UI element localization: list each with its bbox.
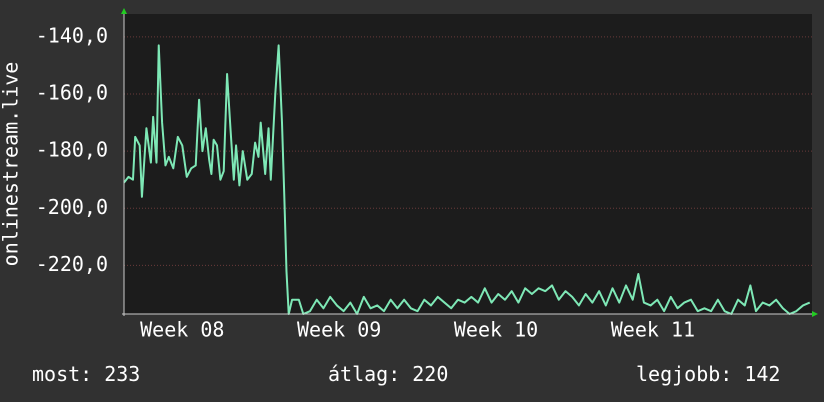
stat-value: 142 (744, 362, 780, 386)
stat: most: 233 (32, 362, 140, 386)
plot-area (124, 14, 812, 314)
stat-label: legjobb: (636, 362, 732, 386)
y-axis-label: onlinestream.live (0, 62, 23, 267)
x-tick-label: Week 09 (297, 318, 381, 342)
stat: átlag: 220 (328, 362, 448, 386)
stats: most: 233 átlag: 220 legjobb: 142 (32, 362, 780, 386)
y-arrow (121, 8, 127, 14)
y-tick-label: -160,0 (36, 81, 108, 105)
stat-label: átlag: (328, 362, 400, 386)
y-tick-label: -180,0 (36, 138, 108, 162)
x-arrow (812, 311, 818, 317)
stat-label: most: (32, 362, 92, 386)
stat-value: 233 (104, 362, 140, 386)
y-tick-label: -220,0 (36, 252, 108, 276)
stat-value: 220 (412, 362, 448, 386)
x-tick-label: Week 08 (140, 318, 224, 342)
plot (123, 44, 811, 315)
data-line (123, 44, 811, 315)
grid (124, 36, 812, 266)
x-tick-label: Week 10 (454, 318, 538, 342)
y-tick-label: -140,0 (36, 23, 108, 47)
y-tick-label: -200,0 (36, 195, 108, 219)
stat: legjobb: 142 (636, 362, 780, 386)
x-tick-label: Week 11 (611, 318, 695, 342)
